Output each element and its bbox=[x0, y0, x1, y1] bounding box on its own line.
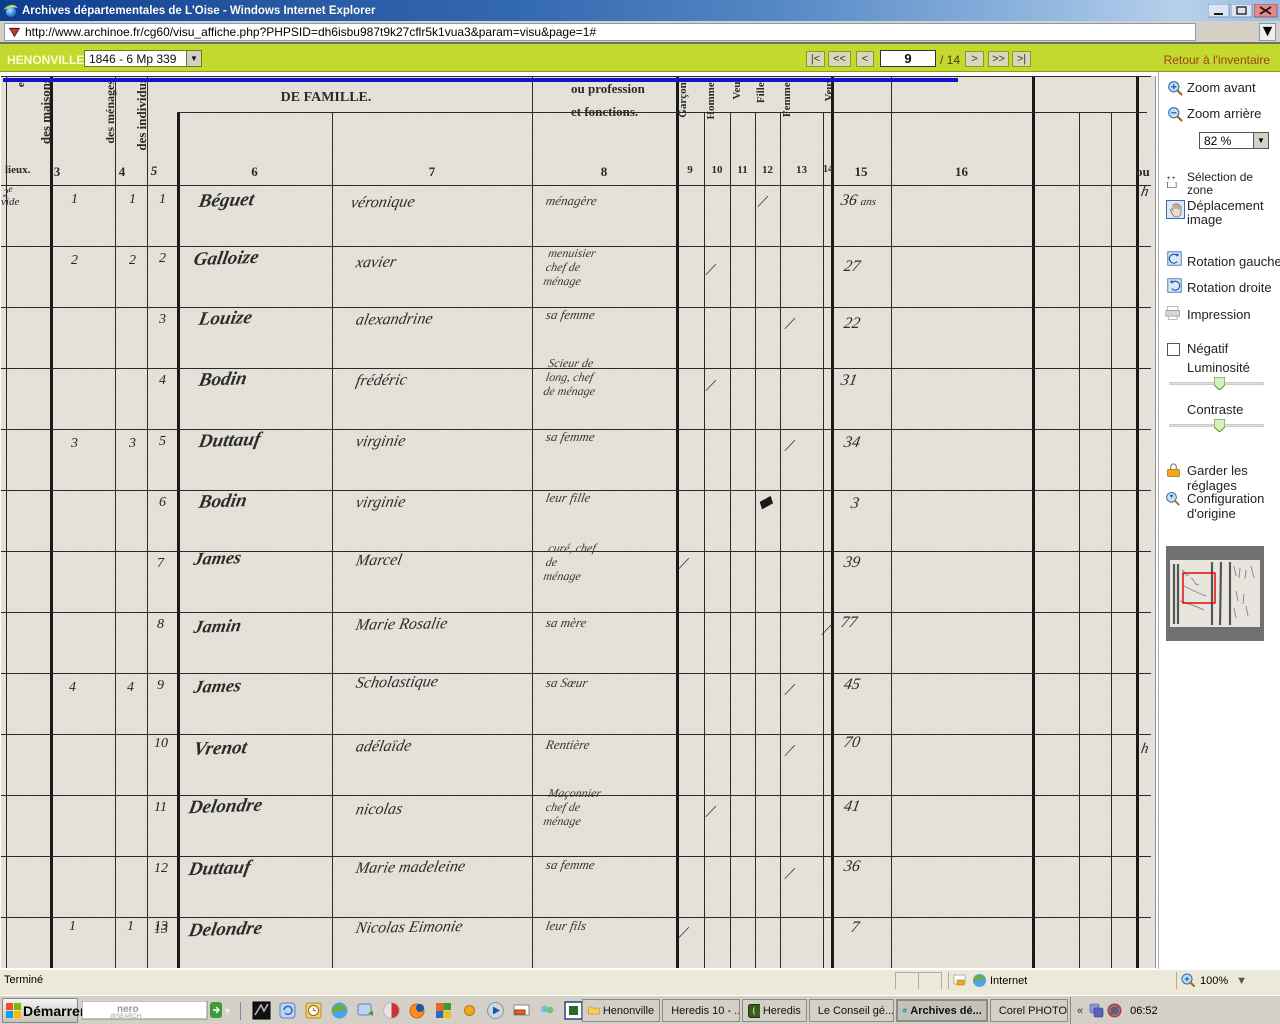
svg-text:@SEARCH: @SEARCH bbox=[110, 1014, 141, 1020]
svg-text:[__]: [__] bbox=[1167, 183, 1177, 189]
svg-text:+ +: + + bbox=[1167, 176, 1176, 182]
